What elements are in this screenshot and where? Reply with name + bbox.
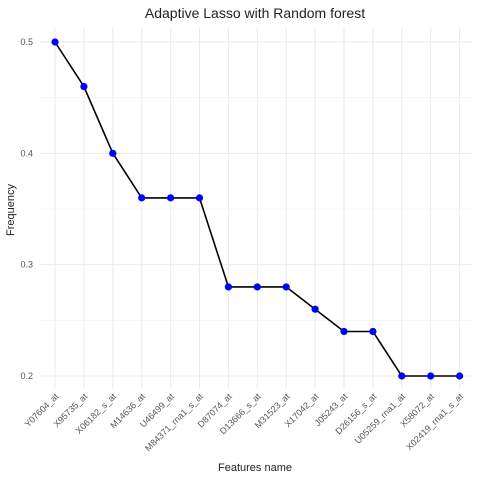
y-tick-labels: 0.2 0.3 0.4 0.5 — [20, 37, 33, 381]
data-point — [311, 305, 319, 313]
data-point — [282, 283, 290, 291]
y-tick-label: 0.3 — [20, 260, 33, 270]
data-point — [456, 372, 464, 380]
data-point — [427, 372, 435, 380]
data-point — [167, 194, 175, 202]
data-point — [369, 327, 377, 336]
data-point — [80, 82, 88, 91]
x-axis-title: Features name — [218, 462, 292, 474]
data-point — [138, 194, 146, 202]
data-point — [398, 372, 406, 380]
data-point — [224, 283, 232, 291]
data-point — [340, 327, 348, 336]
series-points — [51, 38, 464, 380]
data-point — [109, 149, 117, 157]
data-point — [51, 38, 59, 46]
chart-title: Adaptive Lasso with Random forest — [145, 5, 365, 21]
data-point — [253, 283, 261, 291]
y-tick-label: 0.4 — [20, 148, 33, 158]
y-tick-label: 0.2 — [20, 371, 33, 381]
data-point — [195, 194, 204, 202]
y-tick-label: 0.5 — [20, 37, 33, 47]
y-axis-title: Frequency — [5, 184, 17, 236]
